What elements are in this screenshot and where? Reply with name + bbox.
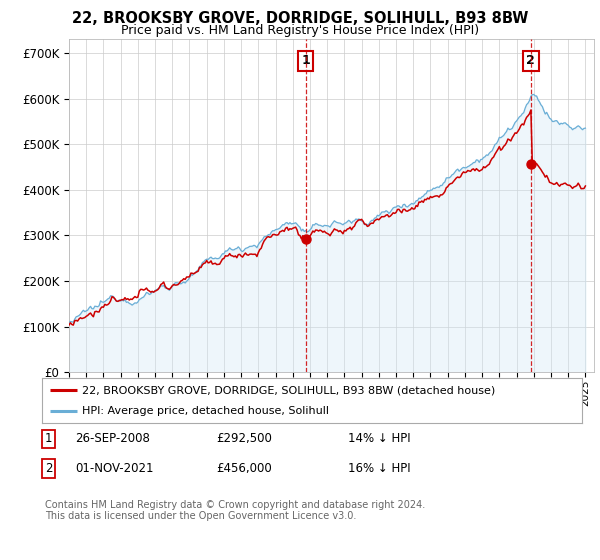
Text: 1: 1 — [301, 54, 310, 67]
Text: 2: 2 — [45, 462, 53, 475]
Text: 1: 1 — [45, 432, 53, 445]
Text: HPI: Average price, detached house, Solihull: HPI: Average price, detached house, Soli… — [83, 405, 329, 416]
Text: 2: 2 — [526, 54, 535, 67]
Text: 22, BROOKSBY GROVE, DORRIDGE, SOLIHULL, B93 8BW (detached house): 22, BROOKSBY GROVE, DORRIDGE, SOLIHULL, … — [83, 385, 496, 395]
Text: 22, BROOKSBY GROVE, DORRIDGE, SOLIHULL, B93 8BW: 22, BROOKSBY GROVE, DORRIDGE, SOLIHULL, … — [72, 11, 528, 26]
Text: £292,500: £292,500 — [216, 432, 272, 445]
Text: Price paid vs. HM Land Registry's House Price Index (HPI): Price paid vs. HM Land Registry's House … — [121, 24, 479, 36]
Text: 14% ↓ HPI: 14% ↓ HPI — [348, 432, 410, 445]
Text: 16% ↓ HPI: 16% ↓ HPI — [348, 462, 410, 475]
Text: £456,000: £456,000 — [216, 462, 272, 475]
Text: 01-NOV-2021: 01-NOV-2021 — [75, 462, 154, 475]
Text: Contains HM Land Registry data © Crown copyright and database right 2024.
This d: Contains HM Land Registry data © Crown c… — [45, 500, 425, 521]
Text: 26-SEP-2008: 26-SEP-2008 — [75, 432, 150, 445]
